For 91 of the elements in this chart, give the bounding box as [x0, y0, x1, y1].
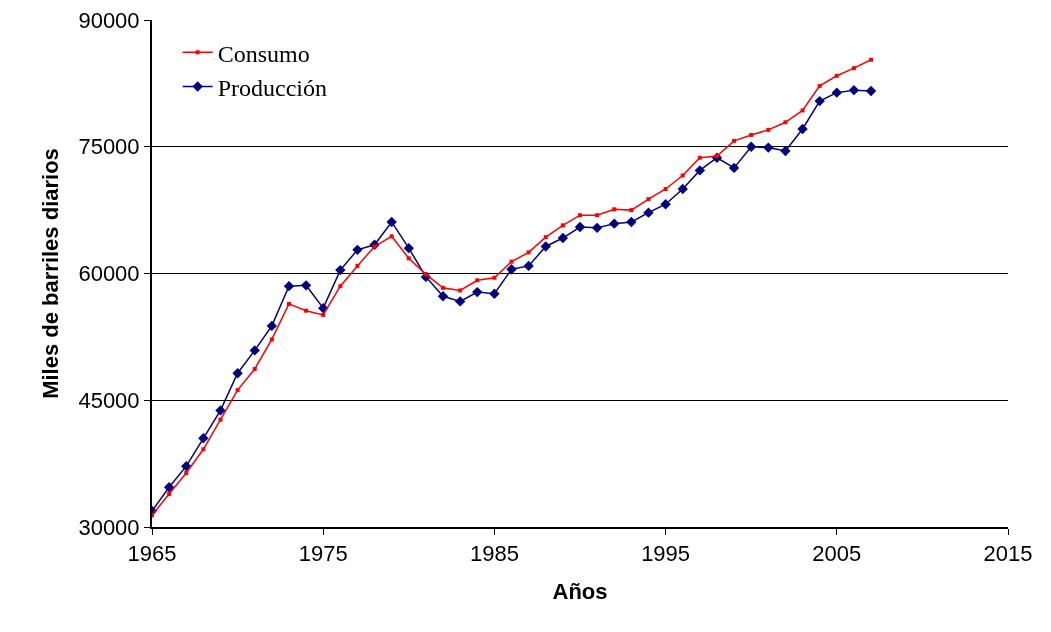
point: [732, 138, 737, 143]
point: [163, 482, 175, 493]
point: [677, 183, 688, 195]
point: [201, 447, 206, 452]
point: [595, 213, 600, 218]
point: [680, 173, 685, 178]
point: [321, 312, 326, 317]
point: [869, 57, 874, 62]
point: [540, 241, 551, 252]
y-tick-label: 60000: [78, 261, 140, 287]
point: [817, 83, 822, 88]
point: [249, 345, 260, 356]
x-axis-title: Años: [552, 578, 608, 604]
point: [198, 433, 209, 444]
x-tick-label: 2015: [983, 541, 1033, 567]
y-tick-label: 75000: [78, 134, 140, 160]
y-tick-label: 90000: [78, 7, 140, 33]
point: [355, 263, 360, 268]
point: [167, 492, 172, 497]
point: [406, 256, 411, 261]
point: [851, 66, 856, 71]
point: [386, 216, 397, 228]
point: [283, 280, 295, 292]
point: [591, 222, 603, 234]
point: [814, 95, 825, 107]
point: [184, 470, 189, 475]
point: [437, 291, 449, 302]
point: [697, 155, 702, 160]
point: [389, 234, 394, 239]
point: [232, 368, 243, 379]
legend-label: Consumo: [217, 40, 310, 67]
point: [783, 120, 788, 125]
point: [509, 259, 514, 264]
point: [749, 132, 754, 137]
point: [609, 218, 620, 229]
point: [663, 187, 668, 191]
point: [475, 278, 480, 283]
point: [526, 250, 531, 255]
x-tick-label: 1995: [641, 541, 691, 567]
point: [612, 207, 617, 212]
point: [352, 244, 363, 256]
point: [489, 288, 500, 299]
point: [266, 320, 278, 332]
point: [728, 162, 740, 174]
point: [506, 264, 517, 275]
point: [441, 285, 446, 290]
point: [304, 308, 309, 313]
point: [800, 108, 805, 113]
point: [557, 232, 569, 244]
point: [472, 286, 483, 298]
point: [660, 199, 671, 210]
x-tick-label: 2005: [812, 541, 862, 567]
point: [286, 301, 291, 306]
point: [746, 141, 757, 152]
y-tick-label: 45000: [78, 387, 140, 413]
point: [218, 417, 223, 422]
point: [454, 296, 466, 307]
point: [626, 216, 637, 228]
point: [694, 165, 706, 176]
point: [300, 280, 312, 291]
point: [403, 242, 414, 254]
point: [215, 405, 226, 416]
point: [578, 213, 582, 218]
point: [458, 288, 463, 293]
y-axis-title: Miles de barriles diarios: [37, 148, 63, 399]
point: [335, 264, 346, 276]
x-tick-label: 1975: [298, 541, 348, 567]
point: [523, 260, 534, 272]
point: [574, 221, 586, 233]
legend-label: Producción: [217, 74, 327, 101]
point: [560, 223, 565, 228]
point: [492, 275, 497, 280]
point: [865, 85, 877, 97]
point: [797, 123, 808, 135]
point: [543, 235, 548, 240]
point: [252, 366, 257, 371]
point: [834, 73, 839, 78]
point: [763, 142, 774, 153]
point: [780, 145, 791, 157]
point: [646, 197, 651, 202]
point: [269, 337, 274, 342]
x-tick-label: 1985: [469, 541, 519, 567]
point: [766, 127, 771, 132]
point: [338, 284, 343, 289]
point: [848, 84, 860, 96]
point: [831, 87, 842, 98]
point: [629, 208, 634, 213]
x-tick-label: 1965: [127, 541, 177, 567]
y-tick-label: 30000: [78, 514, 140, 540]
point: [643, 207, 654, 218]
point: [235, 388, 240, 393]
